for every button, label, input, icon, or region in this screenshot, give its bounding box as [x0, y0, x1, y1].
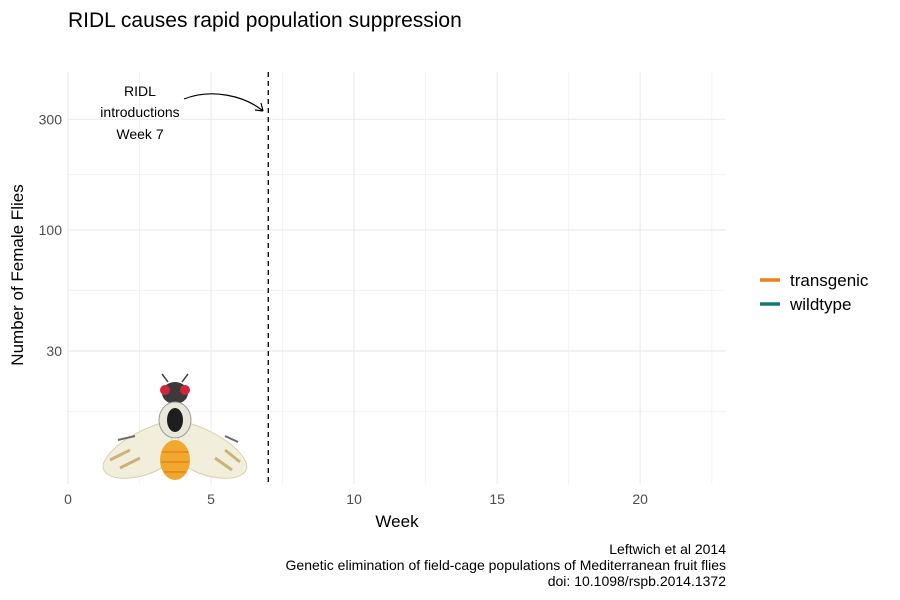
x-axis-label: Week — [375, 512, 419, 531]
x-tick-label: 0 — [64, 491, 72, 507]
annotation-line-1: RIDL — [124, 83, 156, 99]
annotation-arrowhead — [254, 102, 264, 112]
x-axis-ticks: 0 5 10 15 20 — [64, 491, 648, 507]
chart-title: RIDL causes rapid population suppression — [68, 9, 462, 32]
caption: Leftwich et al 2014 Genetic elimination … — [286, 541, 727, 589]
y-tick-label: 100 — [39, 222, 63, 238]
grid — [67, 72, 726, 484]
caption-line-3: doi: 10.1098/rspb.2014.1372 — [548, 573, 726, 589]
legend-label-transgenic: transgenic — [790, 271, 869, 290]
annotation-arrow — [183, 93, 264, 112]
legend-label-wildtype: wildtype — [789, 295, 851, 314]
y-axis-ticks: 30 100 300 — [39, 111, 63, 359]
legend: transgenic wildtype — [760, 271, 869, 314]
x-tick-label: 15 — [489, 491, 505, 507]
y-tick-label: 300 — [39, 111, 63, 127]
x-tick-label: 10 — [346, 491, 362, 507]
annotation-line-2: introductions — [100, 104, 179, 120]
annotation: RIDL introductions Week 7 — [100, 83, 264, 142]
x-tick-label: 5 — [207, 491, 215, 507]
x-tick-label: 20 — [632, 491, 648, 507]
y-axis-label: Number of Female Flies — [8, 184, 27, 365]
y-tick-label: 30 — [46, 343, 62, 359]
caption-line-2: Genetic elimination of field-cage popula… — [286, 557, 726, 573]
annotation-line-3: Week 7 — [116, 126, 163, 142]
fly-illustration — [102, 373, 248, 480]
caption-line-1: Leftwich et al 2014 — [609, 541, 726, 557]
